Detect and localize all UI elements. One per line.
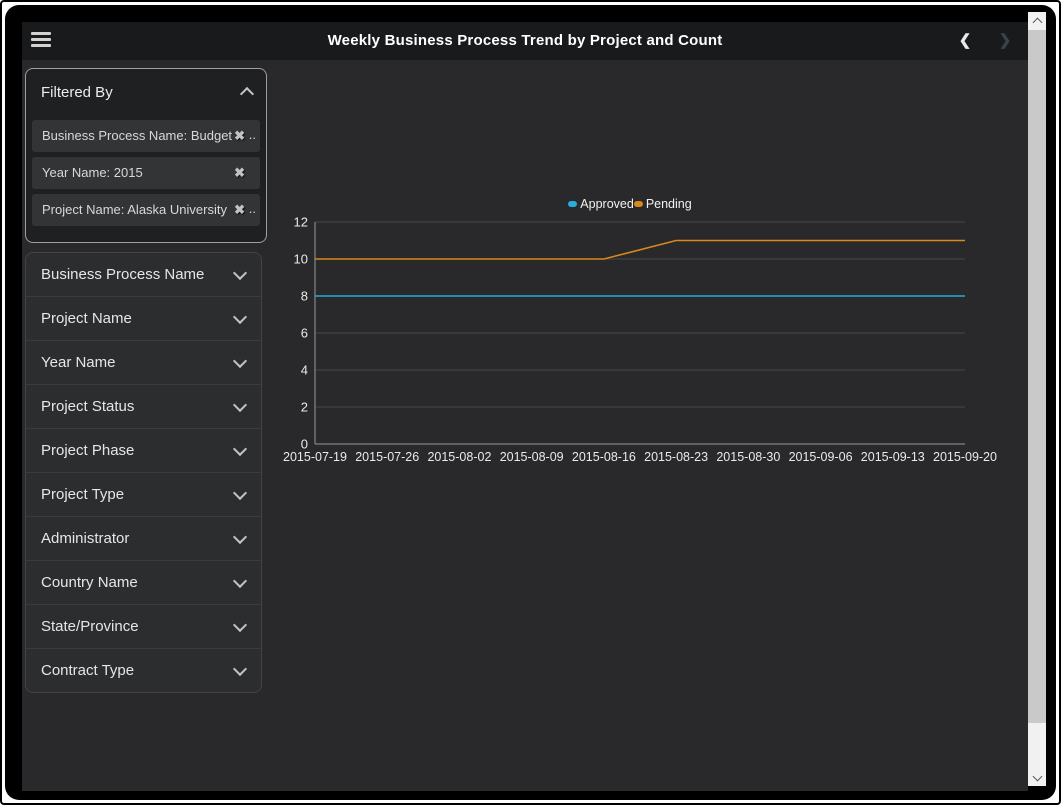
trend-chart: 0 2 4 6 8 10 12 2015-07-19 2015-07-26 2015-08-02 2… [283, 215, 997, 465]
filter-chip: Project Name: Alaska University ✖.. [32, 194, 260, 226]
filtered-by-header[interactable]: Filtered By [26, 69, 266, 115]
x-tick-label: 2015-09-20 [933, 450, 997, 464]
vertical-scrollbar[interactable] [1028, 12, 1046, 786]
filter-chip: Business Process Name: Budget ✖.. [32, 120, 260, 152]
filtered-by-title: Filtered By [41, 83, 113, 101]
filter-accordion: Business Process Name Project Name Year Na… [25, 252, 262, 693]
truncation-ellipsis: .. [248, 201, 256, 216]
truncation-ellipsis: .. [248, 127, 256, 142]
scroll-up-button[interactable] [1028, 12, 1046, 29]
accordion-item-project-name[interactable]: Project Name [26, 296, 261, 340]
y-tick-label: 12 [294, 215, 308, 230]
x-tick-label: 2015-08-09 [500, 450, 564, 464]
next-arrow-icon[interactable]: ❯ [998, 32, 1012, 49]
chevron-down-icon [232, 485, 248, 500]
caret-up-icon [1032, 17, 1042, 27]
accordion-label: Project Name [41, 310, 132, 327]
chevron-down-icon [232, 353, 248, 368]
x-tick-label: 2015-08-02 [427, 450, 491, 464]
chevron-down-icon [232, 265, 248, 280]
accordion-item-country-name[interactable]: Country Name [26, 560, 261, 604]
accordion-label: Business Process Name [41, 266, 205, 283]
caret-down-icon [1032, 771, 1042, 781]
accordion-label: Year Name [41, 354, 116, 371]
y-tick-label: 6 [301, 326, 308, 341]
page-title: Weekly Business Process Trend by Project… [327, 32, 723, 49]
x-tick-label: 2015-09-13 [861, 450, 925, 464]
legend-entry-pending[interactable]: Pending [633, 197, 692, 211]
filter-chip-list: Business Process Name: Budget ✖.. Year Nam… [26, 115, 266, 226]
hamburger-menu-icon[interactable] [31, 32, 51, 50]
x-tick-label: 2015-09-06 [789, 450, 853, 464]
legend-marker-icon [633, 201, 643, 207]
scrollbar-thumb[interactable] [1028, 30, 1046, 723]
remove-filter-icon[interactable]: ✖ [234, 202, 245, 217]
x-tick-label: 2015-08-30 [716, 450, 780, 464]
accordion-item-administrator[interactable]: Administrator [26, 516, 261, 560]
remove-filter-icon[interactable]: ✖ [234, 165, 245, 180]
y-tick-label: 0 [301, 437, 308, 452]
accordion-label: Country Name [41, 574, 138, 591]
scroll-down-button[interactable] [1028, 769, 1046, 786]
series-line-pending [315, 239, 965, 260]
chevron-down-icon [232, 661, 248, 676]
accordion-label: Contract Type [41, 662, 135, 679]
x-tick-label: 2015-07-19 [283, 450, 347, 464]
accordion-item-contract-type[interactable]: Contract Type [26, 648, 261, 692]
legend-label: Approved [580, 197, 634, 211]
accordion-label: State/Province [41, 618, 139, 635]
accordion-label: Project Type [41, 486, 125, 503]
x-tick-label: 2015-08-16 [572, 450, 636, 464]
accordion-label: Administrator [41, 530, 130, 547]
chevron-down-icon [232, 617, 248, 632]
accordion-item-business-process-name[interactable]: Business Process Name [26, 253, 261, 296]
y-tick-label: 10 [294, 252, 308, 267]
filter-chip-label: Business Process Name: Budget [42, 128, 233, 143]
accordion-item-project-phase[interactable]: Project Phase [26, 428, 261, 472]
y-tick-label: 8 [301, 289, 308, 304]
accordion-item-state-province[interactable]: State/Province [26, 604, 261, 648]
y-tick-label: 2 [301, 400, 308, 415]
dashboard-screen: Weekly Business Process Trend by Project… [22, 22, 1028, 791]
legend-entry-approved[interactable]: Approved [568, 197, 634, 211]
chevron-down-icon [232, 573, 248, 588]
filtered-by-panel: Filtered By Business Process Name: Budge… [25, 68, 267, 243]
chevron-down-icon [232, 309, 248, 324]
accordion-item-project-status[interactable]: Project Status [26, 384, 261, 428]
filter-chip-label: Project Name: Alaska University [42, 202, 227, 217]
accordion-label: Project Phase [41, 442, 135, 459]
accordion-label: Project Status [41, 398, 135, 415]
filter-chip-label: Year Name: 2015 [42, 165, 143, 180]
prev-arrow-icon[interactable]: ❮ [958, 32, 972, 49]
legend-label: Pending [645, 197, 692, 211]
legend-marker-icon [568, 201, 578, 207]
chevron-down-icon [232, 441, 248, 456]
accordion-item-project-type[interactable]: Project Type [26, 472, 261, 516]
chevron-down-icon [232, 397, 248, 412]
chevron-down-icon [232, 529, 248, 544]
filter-chip: Year Name: 2015 ✖ [32, 157, 260, 189]
header-bar: Weekly Business Process Trend by Project… [22, 22, 1028, 60]
accordion-item-year-name[interactable]: Year Name [26, 340, 261, 384]
x-tick-label: 2015-07-26 [355, 450, 419, 464]
x-tick-label: 2015-08-23 [644, 450, 708, 464]
chart-legend: Approved Pending [260, 197, 1000, 211]
chevron-up-icon [239, 86, 255, 102]
remove-filter-icon[interactable]: ✖ [234, 128, 245, 143]
y-tick-label: 4 [301, 363, 308, 378]
